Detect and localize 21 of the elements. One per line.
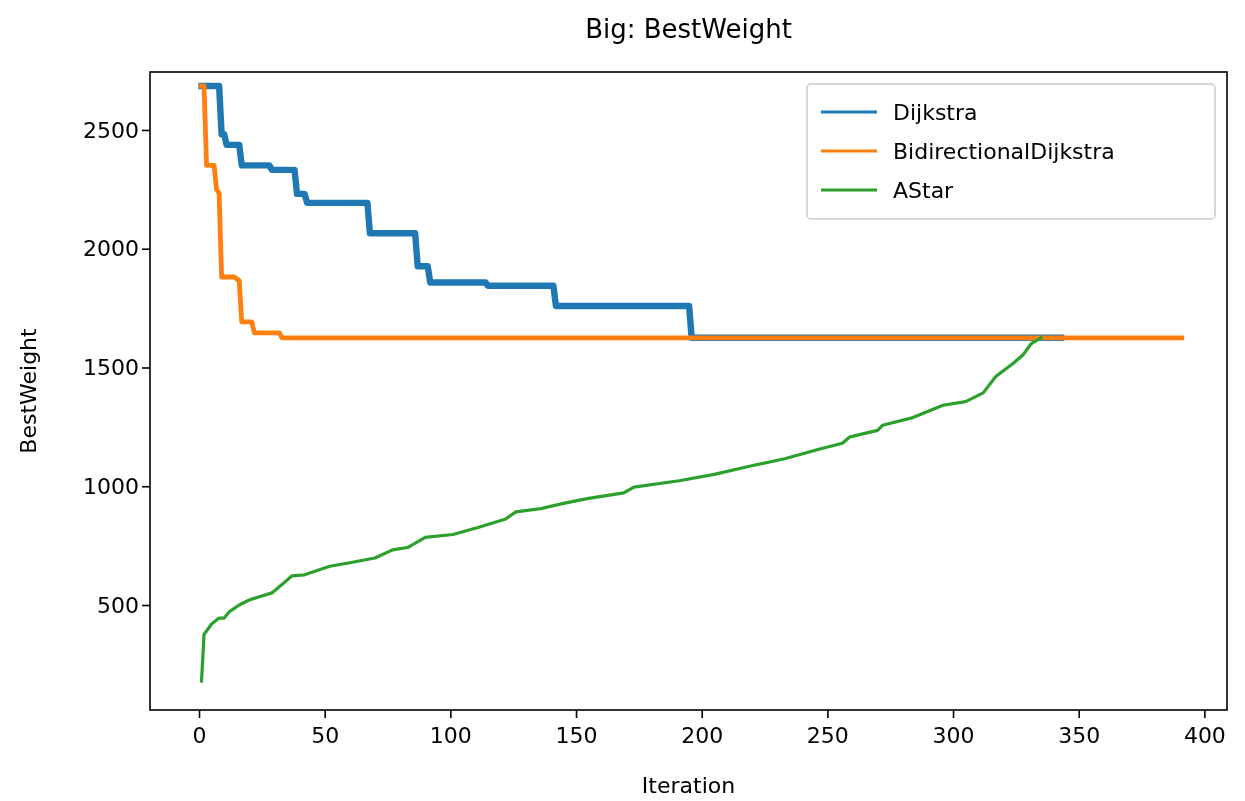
x-axis-title: Iteration xyxy=(641,773,736,798)
legend-label: BidirectionalDijkstra xyxy=(893,139,1115,164)
y-tick-label: 1000 xyxy=(83,473,139,499)
x-tick-label: 400 xyxy=(1183,723,1226,748)
x-tick-label: 150 xyxy=(555,723,598,748)
y-tick-label: 1500 xyxy=(83,355,139,381)
legend-label: AStar xyxy=(893,178,955,203)
x-tick-label: 200 xyxy=(681,723,724,748)
legend-label: Dijkstra xyxy=(893,100,978,125)
y-tick-label: 2500 xyxy=(83,117,139,143)
y-tick-label: 2000 xyxy=(83,236,139,262)
line-series xyxy=(199,336,1043,683)
x-tick-label: 250 xyxy=(806,723,849,748)
y-tick-label: 500 xyxy=(97,592,139,618)
x-tick-label: 100 xyxy=(429,723,472,748)
x-tick-label: 0 xyxy=(192,723,207,748)
chart-title: Big: BestWeight xyxy=(585,14,792,44)
x-tick-label: 350 xyxy=(1058,723,1101,748)
x-tick-label: 300 xyxy=(932,723,975,748)
y-axis-title: BestWeight xyxy=(16,327,41,454)
x-tick-label: 50 xyxy=(311,723,340,748)
